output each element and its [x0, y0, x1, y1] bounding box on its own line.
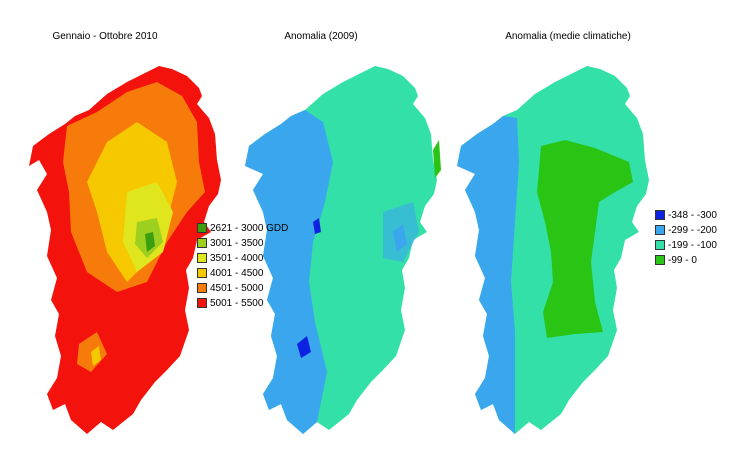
legend-swatch	[655, 210, 665, 220]
map-title-gdd-2010: Gennaio - Ottobre 2010	[52, 31, 158, 42]
gdd-island	[29, 66, 221, 434]
legend-item: 4501 - 5000	[197, 282, 288, 294]
legend-swatch	[197, 253, 207, 263]
legend-swatch	[197, 268, 207, 278]
legend-item: 2621 - 3000 GDD	[197, 222, 288, 234]
legend-item: 3001 - 3500	[197, 237, 288, 249]
map-title-anomaly-2009: Anomalia (2009)	[284, 31, 358, 42]
legend-label: 3501 - 4000	[210, 252, 264, 264]
legend-label: 5001 - 5500	[210, 297, 264, 309]
legend-item: -199 - -100	[655, 239, 717, 251]
legend-item: -99 - 0	[655, 254, 717, 266]
legend-swatch	[655, 255, 665, 265]
legend-label: 4001 - 4500	[210, 267, 264, 279]
legend-item: 4001 - 4500	[197, 267, 288, 279]
legend-swatch	[197, 238, 207, 248]
legend-label: 3001 - 3500	[210, 237, 264, 249]
legend-item: -299 - -200	[655, 224, 717, 236]
map-title-anomaly-climate: Anomalia (medie climatiche)	[505, 31, 631, 42]
legend-swatch	[197, 223, 207, 233]
legend-item: 5001 - 5500	[197, 297, 288, 309]
legend-label: -199 - -100	[668, 239, 717, 251]
legend-label: -99 - 0	[668, 254, 697, 266]
legend-swatch	[655, 240, 665, 250]
legend-swatch	[655, 225, 665, 235]
legend-item: -348 - -300	[655, 209, 717, 221]
legend-swatch	[197, 298, 207, 308]
legend-item: 3501 - 4000	[197, 252, 288, 264]
legend-label: 2621 - 3000 GDD	[210, 222, 289, 234]
legend-label: 4501 - 5000	[210, 282, 264, 294]
legend-swatch	[197, 283, 207, 293]
gdd-legend: 2621 - 3000 GDD 3001 - 3500 3501 - 4000 …	[197, 222, 288, 312]
anomaly-legend: -348 - -300 -299 - -200 -199 - -100 -99 …	[655, 209, 717, 269]
legend-label: -348 - -300	[668, 209, 717, 221]
legend-label: -299 - -200	[668, 224, 717, 236]
